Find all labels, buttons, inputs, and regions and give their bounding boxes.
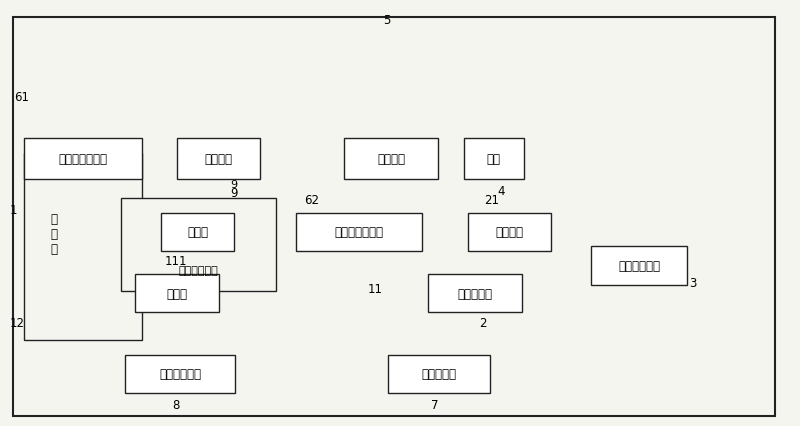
Text: 7: 7 (431, 398, 438, 411)
Text: 电
池
包: 电 池 包 (50, 213, 58, 256)
Text: 11: 11 (367, 283, 382, 296)
Text: 21: 21 (484, 194, 498, 207)
Bar (468, 213, 551, 251)
Bar (464, 139, 523, 179)
Bar (121, 198, 277, 291)
Bar (428, 274, 522, 312)
Text: 3: 3 (690, 276, 697, 289)
Text: 61: 61 (14, 91, 29, 104)
Text: 第一电控三通阀: 第一电控三通阀 (58, 153, 107, 166)
Text: 5: 5 (383, 14, 390, 27)
Text: 1: 1 (10, 203, 18, 216)
Text: 辅助加热器: 辅助加热器 (458, 287, 493, 300)
Bar (125, 355, 235, 393)
Text: 通风口: 通风口 (166, 287, 188, 300)
Bar (161, 213, 234, 251)
Text: 62: 62 (304, 194, 319, 207)
Text: 4: 4 (498, 184, 505, 198)
Bar (296, 213, 422, 251)
Bar (24, 154, 142, 340)
Text: 热交换器: 热交换器 (496, 225, 524, 239)
Text: 8: 8 (172, 398, 179, 411)
Bar (591, 247, 687, 285)
Text: 散热片: 散热片 (187, 225, 208, 239)
Text: 电池管理系统: 电池管理系统 (159, 367, 201, 380)
Bar (344, 139, 438, 179)
Text: 9: 9 (230, 180, 238, 190)
Bar (388, 355, 490, 393)
Text: 电池加热装置: 电池加热装置 (179, 265, 218, 275)
Text: 2: 2 (479, 317, 486, 330)
Bar (177, 139, 261, 179)
Text: 12: 12 (10, 317, 25, 330)
Bar (135, 274, 219, 312)
Text: 整车控制器: 整车控制器 (422, 367, 457, 380)
Bar (24, 139, 142, 179)
Text: 膨胀水筱: 膨胀水筱 (378, 153, 406, 166)
Text: 第二电控三通阀: 第二电控三通阀 (335, 225, 384, 239)
Text: 燃料供给装置: 燃料供给装置 (618, 259, 660, 272)
Text: 空调系统: 空调系统 (205, 153, 233, 166)
Text: 111: 111 (165, 254, 187, 267)
Text: 水泵: 水泵 (486, 153, 501, 166)
Text: 9: 9 (230, 186, 238, 199)
